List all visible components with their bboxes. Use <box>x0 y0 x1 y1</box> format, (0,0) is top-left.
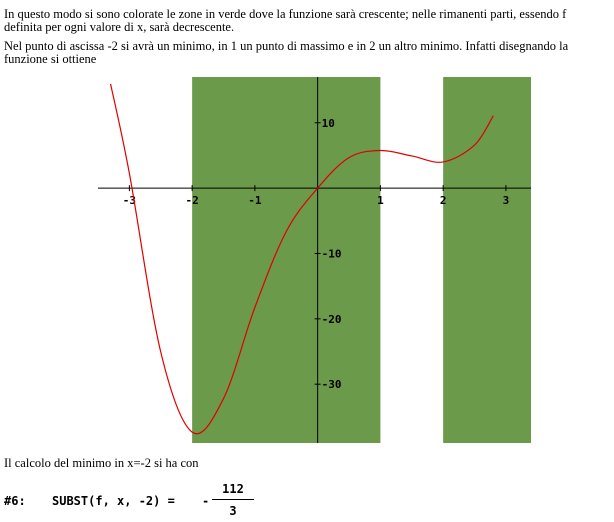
increasing-bands <box>192 77 531 443</box>
curve-path <box>109 83 494 435</box>
intro-paragraph: In questo modo si sono colorate le zone … <box>4 7 567 34</box>
function-curve <box>109 83 494 435</box>
increasing-band <box>192 77 381 443</box>
y-tick-label: -30 <box>322 378 342 391</box>
y-tick-label: -10 <box>322 247 342 260</box>
formula-sign: - <box>202 494 210 508</box>
x-tick-label: 3 <box>503 194 510 207</box>
x-tick-label: -1 <box>248 194 262 207</box>
y-tick-label: 10 <box>322 117 335 130</box>
increasing-band <box>443 77 531 443</box>
fraction-numerator: 112 <box>222 482 244 496</box>
x-tick-label: -3 <box>123 194 136 207</box>
y-tick-label: -20 <box>322 313 342 326</box>
tick-marks: -3 -2 -1 1 2 3 10 -10 -20 -30 <box>123 117 509 391</box>
minimum-paragraph: Il calcolo del minimo in x=-2 si ha con <box>4 456 199 470</box>
formula-expression: SUBST(f, x, -2) = <box>52 494 175 508</box>
fraction-denominator: 3 <box>229 504 237 518</box>
axes <box>98 77 531 443</box>
fraction-bar <box>212 499 254 500</box>
x-tick-label: 2 <box>440 194 447 207</box>
x-tick-label: -2 <box>186 194 199 207</box>
formula-fraction: 112 3 <box>212 482 254 518</box>
extrema-paragraph: Nel punto di ascissa -2 si avrà un minim… <box>4 39 569 66</box>
x-tick-label: 1 <box>377 194 384 207</box>
formula-label: #6: <box>4 494 26 508</box>
